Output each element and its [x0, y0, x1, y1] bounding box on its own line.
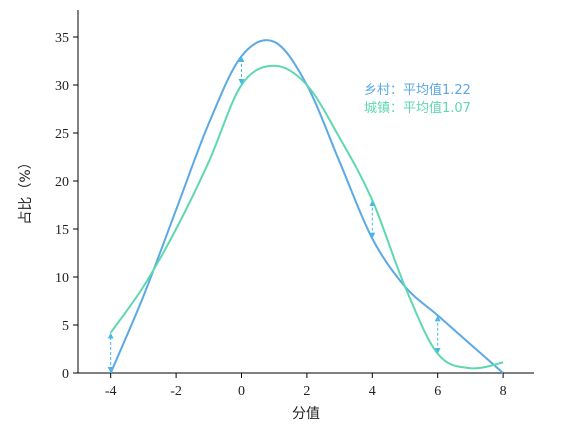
legend-entry-rural: 乡村：平均值1.22 [364, 82, 471, 98]
x-tick-label: 6 [434, 384, 441, 399]
y-tick-label: 20 [55, 175, 69, 190]
ticks: -4 -2 0 2 4 6 8 0 5 10 15 20 25 30 35 [55, 31, 507, 399]
legend-entry-urban: 城镇：平均值1.07 [364, 100, 471, 116]
y-tick-label: 5 [62, 319, 69, 334]
y-axis-label: 占比（%） [18, 155, 34, 224]
x-axis-label: 分值 [292, 406, 320, 422]
x-tick-label: 0 [238, 384, 245, 399]
x-tick-label: -2 [170, 384, 182, 399]
y-tick-label: 10 [55, 271, 69, 286]
y-tick-label: 25 [55, 127, 69, 142]
y-tick-label: 35 [55, 31, 69, 46]
x-tick-label: 2 [303, 384, 310, 399]
x-tick-label: 4 [369, 384, 376, 399]
x-tick-label: -4 [105, 384, 117, 399]
y-tick-label: 30 [55, 79, 69, 94]
x-tick-label: 8 [500, 384, 507, 399]
difference-markers [107, 56, 441, 373]
axes [77, 10, 534, 374]
legend: 乡村：平均值1.22 城镇：平均值1.07 [364, 82, 471, 116]
series-rural-line [109, 39, 504, 374]
y-tick-label: 0 [62, 367, 69, 382]
y-tick-label: 15 [55, 223, 69, 238]
